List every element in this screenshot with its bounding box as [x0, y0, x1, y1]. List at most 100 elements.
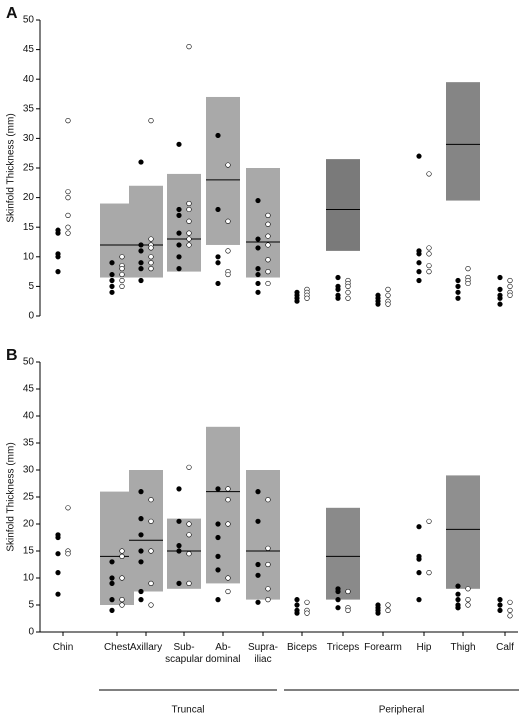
- open-dot: [225, 521, 231, 527]
- open-dot: [186, 218, 192, 224]
- filled-dot: [176, 548, 182, 554]
- filled-dot: [176, 212, 182, 218]
- filled-dot: [176, 141, 182, 147]
- open-dot: [65, 505, 71, 511]
- x-tick-label: Calf: [496, 642, 514, 653]
- open-dot: [119, 596, 125, 603]
- filled-dot: [176, 206, 182, 213]
- open-dot: [148, 245, 154, 251]
- y-tick-label: 35: [23, 103, 35, 114]
- filled-dot: [176, 542, 182, 549]
- filled-dot: [416, 596, 422, 603]
- filled-dot: [455, 583, 461, 589]
- open-dot: [148, 118, 154, 124]
- open-dot: [225, 588, 231, 595]
- filled-dot: [109, 575, 115, 581]
- filled-dot: [416, 269, 422, 275]
- open-dot: [119, 271, 125, 278]
- open-dot: [507, 613, 513, 619]
- filled-dot: [215, 254, 221, 260]
- y-tick-label: 40: [23, 74, 35, 85]
- y-tick-label: 50: [23, 357, 35, 368]
- filled-dot: [215, 553, 221, 560]
- filled-dot: [138, 266, 144, 272]
- open-dot: [186, 44, 192, 50]
- filled-dot: [215, 132, 221, 139]
- open-dot: [265, 586, 271, 592]
- filled-dot: [55, 254, 61, 260]
- x-tick-label: Ab- dominal: [205, 642, 241, 665]
- open-dot: [265, 497, 271, 503]
- y-tick-label: 10: [23, 573, 35, 584]
- open-dot: [65, 195, 71, 201]
- open-dot: [345, 588, 351, 595]
- filled-dot: [109, 559, 115, 565]
- filled-dot: [255, 280, 261, 287]
- open-dot: [65, 189, 71, 195]
- y-tick-label: 45: [23, 384, 35, 395]
- y-tick-label: 0: [28, 311, 34, 322]
- filled-dot: [335, 605, 341, 611]
- open-dot: [225, 248, 231, 254]
- open-dot: [119, 283, 125, 290]
- open-dot: [186, 200, 192, 207]
- filled-dot: [497, 596, 503, 603]
- range-box: [167, 173, 201, 272]
- filled-dot: [176, 242, 182, 248]
- group-label: Truncal: [172, 705, 205, 716]
- open-dot: [186, 464, 192, 470]
- filled-dot: [109, 260, 115, 266]
- filled-dot: [375, 301, 381, 307]
- x-tick-label: Axillary: [129, 642, 163, 653]
- range-box: [129, 470, 163, 592]
- open-dot: [304, 599, 310, 605]
- open-dot: [225, 162, 231, 168]
- y-tick-label: 15: [23, 546, 35, 557]
- filled-dot: [55, 269, 61, 275]
- y-tick-label: 40: [23, 411, 35, 422]
- y-tick-label: 20: [23, 192, 35, 203]
- x-tick-label: Biceps: [286, 642, 317, 653]
- range-box: [206, 426, 240, 584]
- y-tick-label: 0: [28, 627, 34, 638]
- open-dot: [385, 602, 391, 608]
- y-tick-label: 20: [23, 519, 35, 530]
- open-dot: [148, 266, 154, 272]
- filled-dot: [255, 197, 261, 204]
- y-tick-label: 25: [23, 163, 35, 174]
- open-dot: [65, 118, 71, 124]
- filled-dot: [215, 521, 221, 527]
- open-dot: [119, 266, 125, 272]
- open-dot: [426, 569, 432, 576]
- filled-dot: [497, 295, 503, 301]
- filled-dot: [455, 295, 461, 301]
- range-box: [246, 470, 280, 600]
- open-dot: [186, 521, 192, 527]
- y-axis-title: Skinfold Thickness (mm): [6, 442, 17, 551]
- filled-dot: [255, 236, 261, 242]
- filled-dot: [416, 260, 422, 266]
- y-axis-title: Skinfold Thickness (mm): [6, 113, 17, 222]
- open-dot: [426, 171, 432, 177]
- open-dot: [265, 545, 271, 551]
- panel-label: B: [6, 347, 18, 364]
- x-tick-label: Chin: [52, 642, 74, 653]
- open-dot: [186, 230, 192, 236]
- open-dot: [119, 553, 125, 560]
- open-dot: [465, 586, 471, 592]
- open-dot: [225, 271, 231, 278]
- range-box: [446, 82, 480, 201]
- filled-dot: [416, 153, 422, 159]
- filled-dot: [109, 289, 115, 295]
- filled-dot: [138, 242, 144, 248]
- open-dot: [119, 254, 125, 260]
- filled-dot: [294, 298, 300, 304]
- filled-dot: [335, 295, 341, 301]
- filled-dot: [109, 283, 115, 290]
- open-dot: [65, 212, 71, 218]
- x-tick-label: Triceps: [326, 642, 360, 653]
- open-dot: [225, 218, 231, 224]
- open-dot: [186, 236, 192, 242]
- open-dot: [465, 596, 471, 603]
- filled-dot: [497, 607, 503, 614]
